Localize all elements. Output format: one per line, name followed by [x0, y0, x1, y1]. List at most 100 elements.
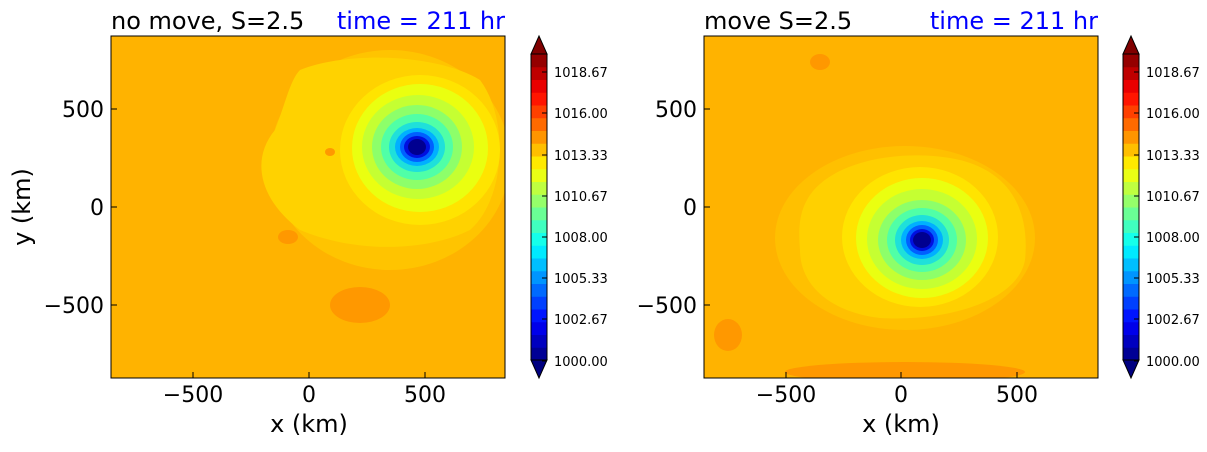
colorbar-level — [531, 245, 547, 259]
panel-1: no move, S=2.5 time = 211 hr — [8, 7, 608, 438]
panel-2-y-tick-label: 500 — [655, 98, 697, 123]
colorbar-tick-label: 1000.00 — [554, 355, 608, 370]
colorbar-level — [1123, 309, 1139, 323]
colorbar-tick-label: 1013.33 — [554, 149, 608, 164]
colorbar-level — [531, 92, 547, 106]
colorbar-tick-label: 1018.67 — [554, 66, 608, 81]
colorbar-level — [1123, 347, 1139, 361]
colorbar-level — [531, 143, 547, 157]
panel-2-vortex-core — [913, 232, 931, 248]
colorbar-tick-label: 1016.00 — [1146, 107, 1200, 122]
colorbar-level — [531, 194, 547, 208]
colorbar-frame — [530, 53, 548, 361]
panel-2-corner-feature — [714, 319, 742, 351]
colorbar-level — [1123, 219, 1139, 233]
colorbar-level — [1123, 79, 1139, 93]
panel-1-colorbar: 1018.67 1016.00 1013.33 1010.67 1008.00 1005.… — [530, 34, 608, 380]
colorbar-level — [531, 219, 547, 233]
colorbar-level — [531, 309, 547, 323]
colorbar-extend-min — [1122, 359, 1140, 380]
panel-2-y-tick-label: 0 — [683, 196, 697, 221]
panel-1-x-tick-label: 500 — [404, 383, 446, 408]
colorbar-tick-label: 1008.00 — [1146, 231, 1200, 246]
colorbar-level — [531, 181, 547, 195]
colorbar-level — [1123, 194, 1139, 208]
panel-2-lower-band — [785, 362, 1025, 378]
colorbar-level — [531, 117, 547, 131]
colorbar-tick-label: 1005.33 — [1146, 272, 1200, 287]
panel-2-x-tick-label: −500 — [756, 383, 816, 408]
panel-2-time-label: time = 211 hr — [930, 7, 1098, 35]
panel-1-low-feature — [330, 287, 390, 323]
panel-2-y-ticks: 500 0 −500 — [637, 98, 710, 319]
colorbar-tick-label: 1008.00 — [554, 231, 608, 246]
colorbar-level — [1123, 321, 1139, 335]
colorbar-level — [531, 79, 547, 93]
colorbar-level — [531, 105, 547, 119]
colorbar-level — [1123, 54, 1139, 68]
colorbar-tick-label: 1013.33 — [1146, 149, 1200, 164]
panel-2-x-ticks: −500 0 500 — [756, 372, 1038, 408]
colorbar-tick-label: 1016.00 — [554, 107, 608, 122]
panel-2: move S=2.5 time = 211 hr −500 — [637, 7, 1200, 438]
panel-1-field — [111, 36, 505, 378]
colorbar-level — [531, 258, 547, 272]
panel-1-x-axis-label: x (km) — [270, 410, 348, 438]
panel-2-small-feature — [810, 54, 830, 70]
colorbar-level — [1123, 334, 1139, 348]
panel-2-title: move S=2.5 — [704, 7, 852, 35]
colorbar-extend-max — [530, 34, 548, 55]
colorbar-level — [1123, 181, 1139, 195]
colorbar-level — [1123, 168, 1139, 182]
colorbar-level — [531, 232, 547, 246]
colorbar-level — [531, 207, 547, 221]
colorbar-level — [531, 334, 547, 348]
panel-2-x-tick-label: 0 — [894, 383, 908, 408]
panel-1-y-tick-label: −500 — [44, 294, 104, 319]
panel-2-field — [704, 36, 1098, 378]
colorbar-tick-label: 1005.33 — [554, 272, 608, 287]
panel-1-y-tick-label: 500 — [62, 98, 104, 123]
colorbar-level — [531, 156, 547, 170]
panel-1-x-ticks: −500 0 500 — [163, 372, 446, 408]
colorbar-extend-max — [1122, 34, 1140, 55]
colorbar-level — [531, 130, 547, 144]
colorbar-tick-label: 1002.67 — [1146, 313, 1200, 328]
colorbar-tick-label: 1018.67 — [1146, 66, 1200, 81]
colorbar-level — [531, 168, 547, 182]
colorbar-level — [531, 66, 547, 80]
colorbar-tick-label: 1002.67 — [554, 313, 608, 328]
panel-1-time-label: time = 211 hr — [337, 7, 505, 35]
panel-1-y-tick-label: 0 — [90, 196, 104, 221]
colorbar-level — [1123, 117, 1139, 131]
colorbar-level — [1123, 207, 1139, 221]
colorbar-tick-label: 1010.67 — [554, 190, 608, 205]
colorbar-level — [1123, 66, 1139, 80]
colorbar-level — [531, 270, 547, 284]
panel-1-small-feature — [278, 230, 298, 244]
panel-2-x-tick-label: 500 — [996, 383, 1038, 408]
colorbar-level — [1123, 270, 1139, 284]
colorbar-level — [1123, 105, 1139, 119]
colorbar-level — [531, 54, 547, 68]
panel-1-y-ticks: 500 0 −500 — [44, 98, 117, 319]
panel-1-vortex-core — [408, 139, 426, 155]
colorbar-level — [531, 347, 547, 361]
colorbar-level — [1123, 258, 1139, 272]
colorbar-level — [1123, 130, 1139, 144]
panel-2-colorbar: 1018.67 1016.00 1013.33 1010.67 1008.00 1005.… — [1122, 34, 1200, 380]
colorbar-tick-label: 1000.00 — [1146, 355, 1200, 370]
colorbar-level — [1123, 232, 1139, 246]
panel-2-y-tick-label: −500 — [637, 294, 697, 319]
colorbar-level — [1123, 283, 1139, 297]
colorbar-level — [531, 296, 547, 310]
colorbar-level — [1123, 143, 1139, 157]
colorbar-level — [531, 283, 547, 297]
colorbar-level — [1123, 156, 1139, 170]
panel-1-y-axis-label: y (km) — [8, 168, 36, 246]
colorbar-level — [1123, 245, 1139, 259]
panel-1-x-tick-label: −500 — [163, 383, 223, 408]
panel-1-title: no move, S=2.5 — [111, 7, 304, 35]
panel-1-spot — [325, 148, 335, 156]
